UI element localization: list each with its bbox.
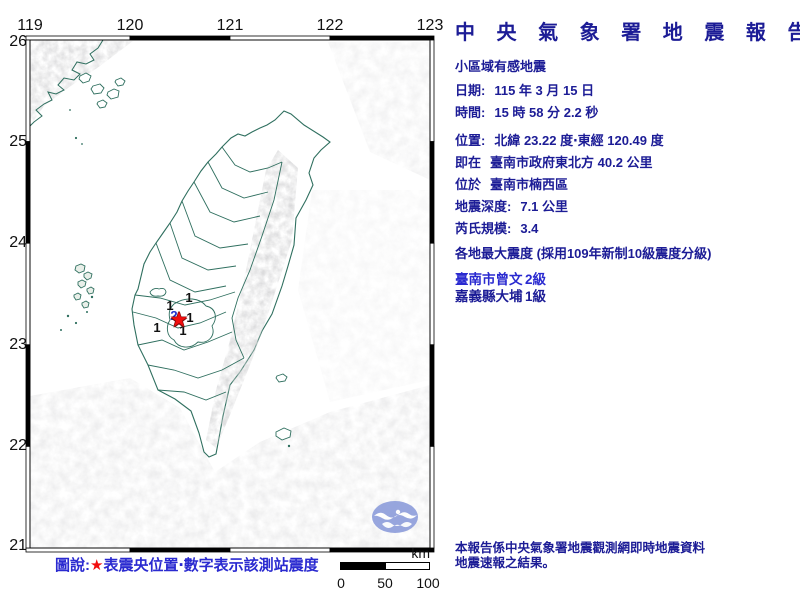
lon-tick-label: 120 (116, 17, 144, 34)
field-value: 15 時 58 分 2.2 秒 (494, 105, 599, 120)
station-name: 臺南市曾文 (455, 272, 523, 287)
field-label: 時間: (455, 105, 486, 120)
cwa-logo-watermark (372, 501, 418, 533)
field-value: 3.4 (520, 221, 539, 236)
field-magnitude: 芮氏規模: 3.4 (455, 218, 538, 237)
lat-tick-label: 21 (9, 537, 27, 554)
station-intensity-mark: 1 (166, 298, 174, 314)
report-footnote: 本報告係中央氣象署地震觀測網即時地震資料 地震速報之結果。 (455, 541, 705, 571)
footnote-line: 地震速報之結果。 (455, 556, 556, 570)
lat-tick-label: 22 (9, 437, 27, 455)
legend-text: 表震央位置‧數字表示該測站震度 (103, 557, 319, 574)
station-intensity-mark: 1 (186, 310, 194, 326)
field-value: 北緯 23.22 度‧東經 120.49 度 (494, 133, 664, 148)
field-label: 即在 (455, 155, 482, 170)
station-intensity-mark: 1 (153, 320, 161, 336)
lat-tick-label: 23 (9, 335, 27, 353)
mainland-coast (30, 40, 133, 145)
field-label: 地震深度: (455, 199, 512, 214)
penghu-islands (60, 263, 95, 331)
lon-tick-label: 123 (416, 17, 444, 34)
station-intensity-mark: 1 (179, 323, 187, 339)
scale-tick-label: 50 (377, 575, 393, 591)
green-island (275, 373, 288, 383)
field-label: 日期: (455, 83, 486, 98)
legend-star-icon: ★ (90, 557, 104, 574)
scale-bar (340, 562, 430, 570)
field-location: 位置: 北緯 23.22 度‧東經 120.49 度 (455, 130, 664, 149)
field-label: 芮氏規模: (455, 221, 512, 236)
lat-tick-label: 24 (9, 234, 27, 252)
scale-bar-filled-half (341, 563, 386, 569)
field-value: 7.1 公里 (520, 199, 569, 214)
lon-tick-label: 121 (216, 17, 244, 34)
footnote-line: 本報告係中央氣象署地震觀測網即時地震資料 (455, 541, 706, 555)
epicenter-star-icon: ★ (169, 308, 189, 332)
field-district: 位於 臺南市楠西區 (455, 174, 568, 193)
lon-tick-label: 119 (17, 17, 43, 34)
field-label: 位於 (455, 177, 482, 192)
station-name: 嘉義縣大埔 (455, 289, 523, 304)
lon-tick-label: 122 (316, 17, 344, 34)
taiwan-map (25, 35, 435, 553)
legend-prefix: 圖說: (55, 557, 90, 574)
offshore-islands (275, 373, 292, 448)
field-time: 時間: 15 時 58 分 2.2 秒 (455, 102, 598, 121)
field-date: 日期: 115 年 3 月 15 日 (455, 80, 594, 99)
lat-tick-label: 26 (9, 33, 27, 50)
reservoir-outline (149, 287, 167, 297)
station-intensity: 2級 (525, 272, 547, 287)
epicenter-map-panel: 119 120 121 122 123 26 25 24 23 22 21 (9, 17, 444, 591)
scale-tick-label: 100 (416, 575, 440, 591)
field-depth: 地震深度: 7.1 公里 (455, 196, 568, 215)
field-value: 115 年 3 月 15 日 (494, 83, 595, 98)
station-row: 嘉義縣大埔 1級 (455, 285, 546, 305)
map-frame (25, 35, 435, 553)
map-legend: 圖說:★表震央位置‧數字表示該測站震度 (55, 554, 319, 575)
report-title: 中 央 氣 象 署 地 震 報 告 (455, 22, 800, 44)
station-row: 臺南市曾文 2級 (455, 268, 546, 288)
bathymetry-shading (30, 42, 430, 548)
station-intensity: 1級 (525, 289, 547, 304)
report-panel: 中 央 氣 象 署 地 震 報 告 小區域有感地震 日期: 115 年 3 月 1… (455, 0, 800, 600)
central-mountains-shading (206, 150, 298, 448)
intensity-section-header: 各地最大震度 (採用109年新制10級震度分級) (455, 246, 712, 261)
county-boundaries (132, 146, 283, 401)
station-intensity-mark: 2 (170, 308, 178, 324)
report-subtitle: 小區域有感地震 (455, 59, 547, 74)
field-label: 位置: (455, 133, 486, 148)
field-value: 臺南市政府東北方 40.2 公里 (490, 155, 653, 170)
field-value: 臺南市楠西區 (490, 177, 569, 192)
station-intensity-mark: 1 (185, 290, 193, 306)
scale-unit-label: km (411, 545, 430, 561)
lat-tick-label: 25 (9, 132, 27, 150)
orchid-island (275, 427, 292, 441)
scale-tick-label: 0 (337, 575, 345, 591)
field-relative-position: 即在 臺南市政府東北方 40.2 公里 (455, 152, 653, 171)
